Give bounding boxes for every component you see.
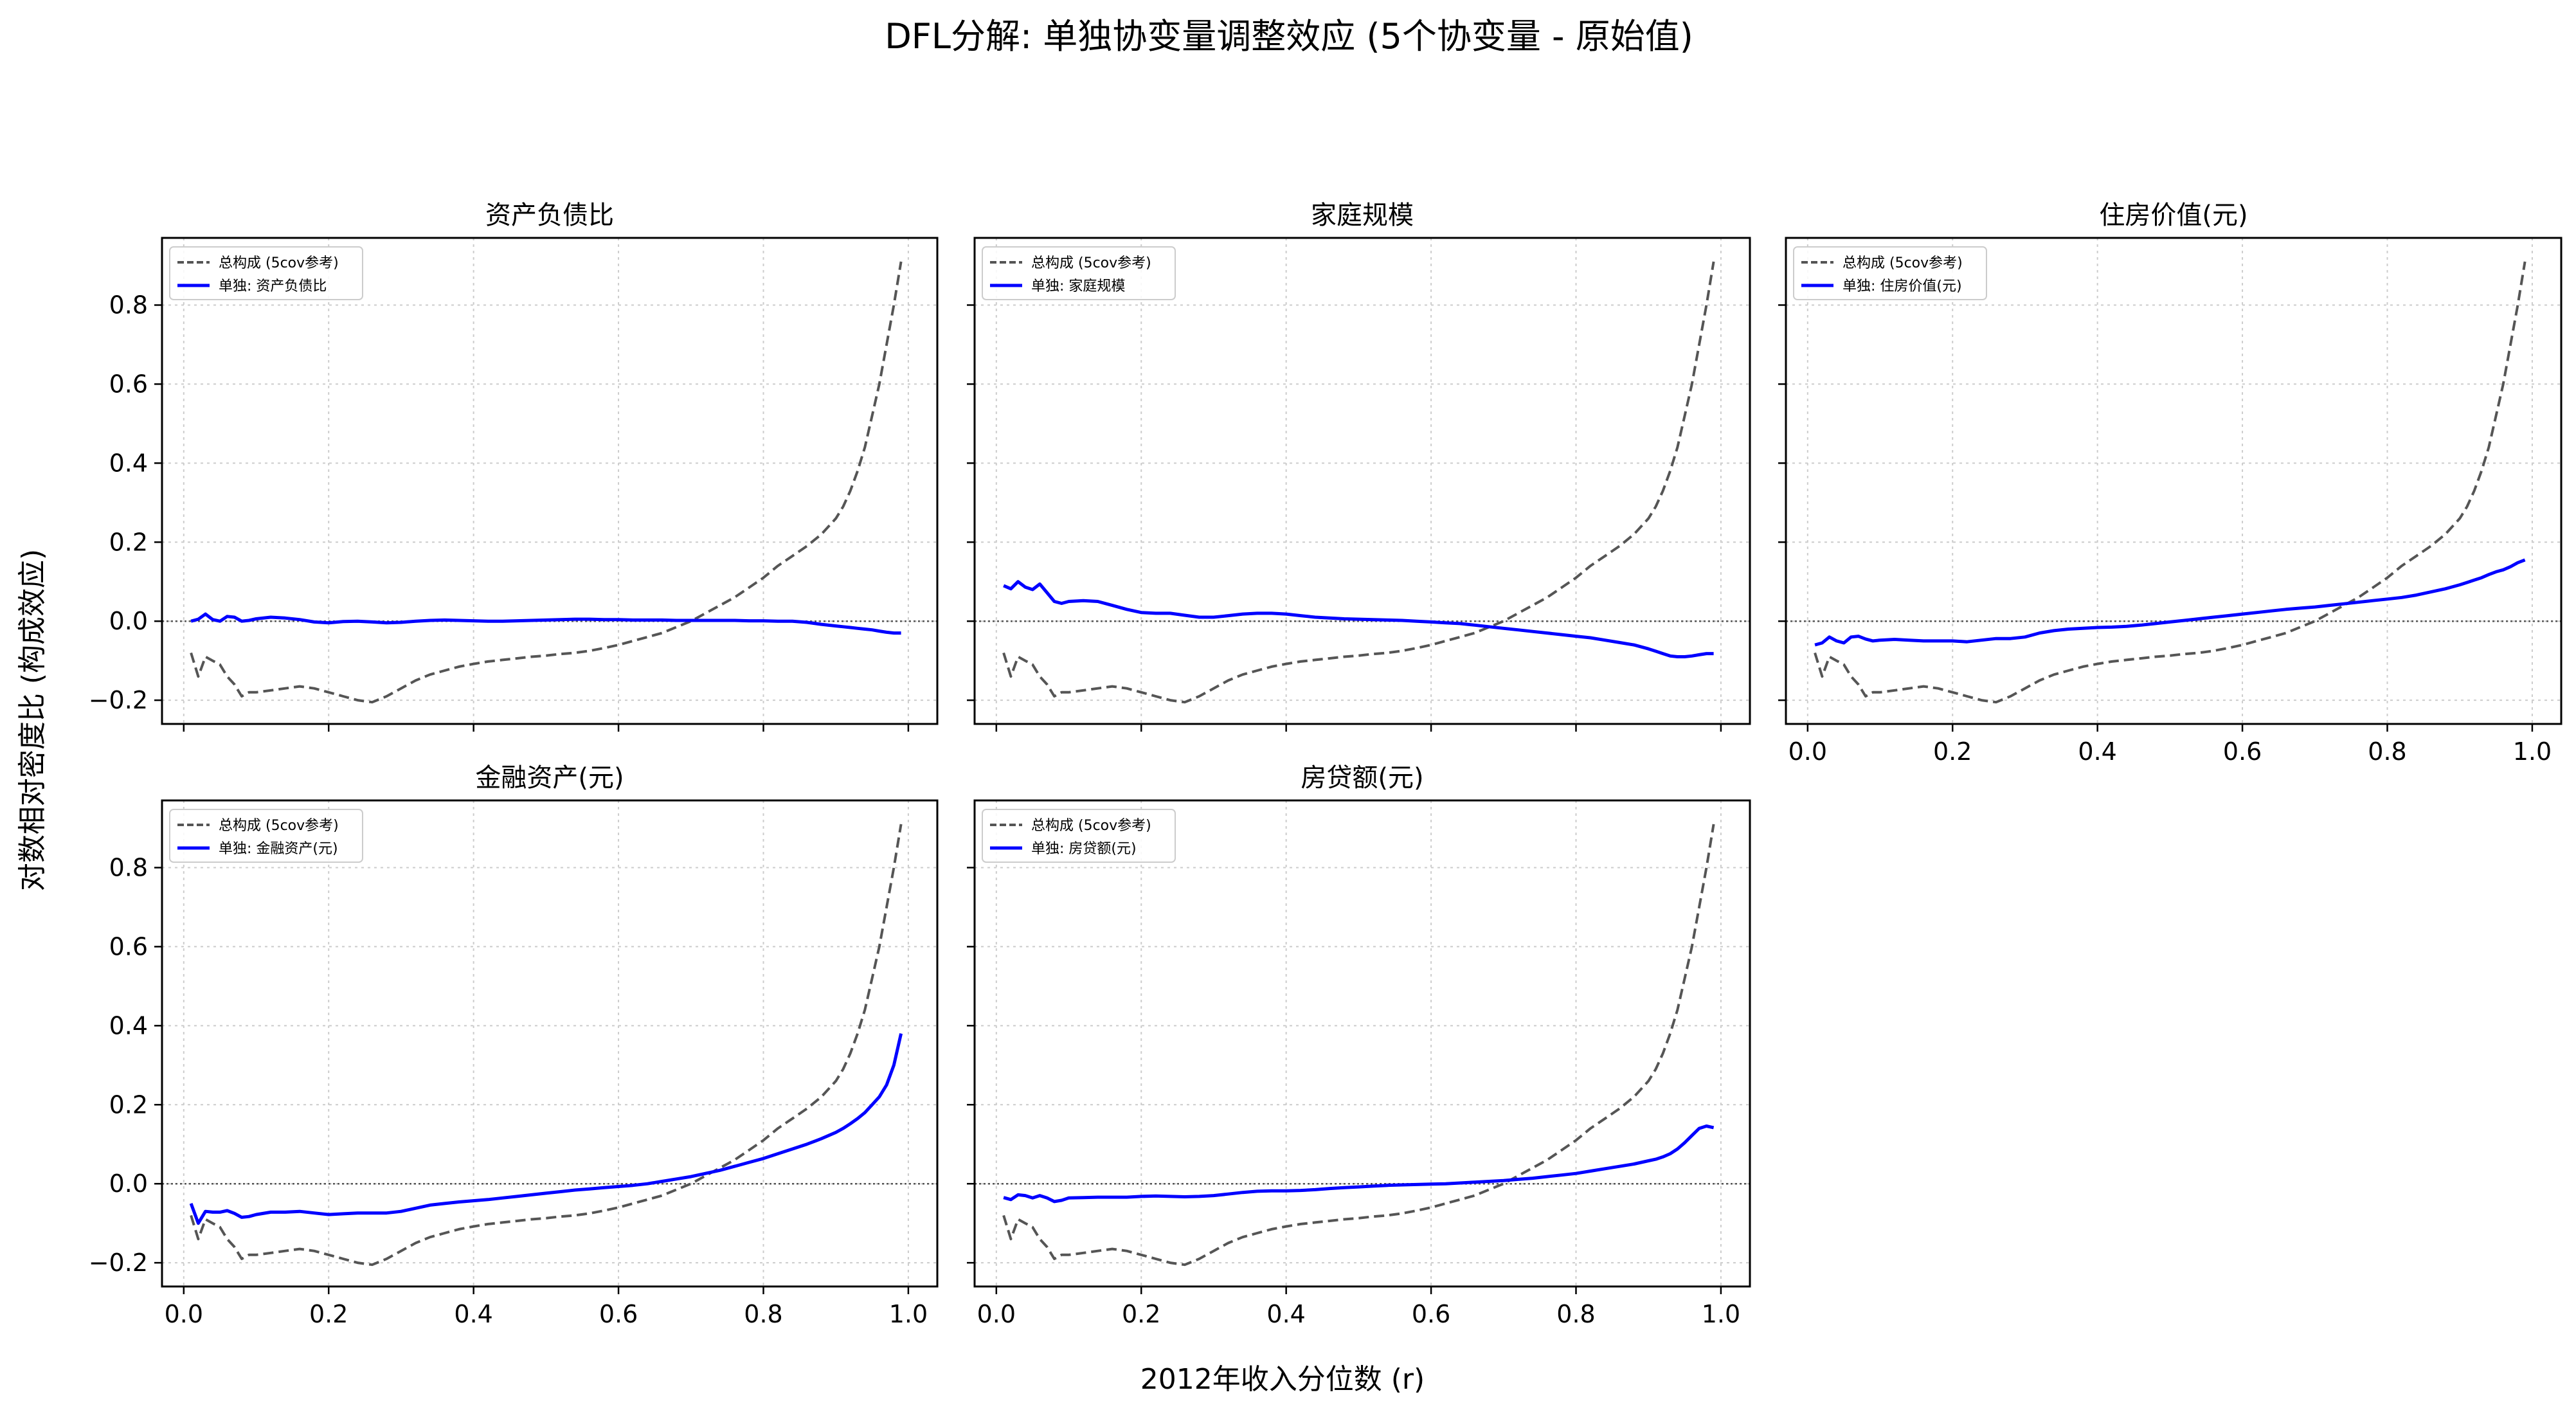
legend-box xyxy=(169,246,363,300)
x-tick-label: 0.8 xyxy=(744,1300,782,1328)
subplot-title: 住房价值(元) xyxy=(2099,201,2247,230)
y-tick-label: 0.8 xyxy=(109,853,148,881)
y-tick-label: 0.0 xyxy=(109,607,148,635)
x-tick-label: 0.0 xyxy=(1788,737,1827,766)
x-tick-label: 0.8 xyxy=(2368,737,2406,766)
legend: 总构成 (5cov参考) 单独: 家庭规模 xyxy=(982,246,1176,300)
reference-total-line xyxy=(1814,261,2526,704)
axes-frame xyxy=(973,799,1751,1288)
legend-entry: 单独: 房贷额(元) xyxy=(1031,841,1137,857)
legend-entry: 单独: 金融资产(元) xyxy=(219,841,338,857)
figure-title: DFL分解: 单独协变量调整效应 (5个协变量 - 原始值) xyxy=(885,16,1693,57)
x-tick-label: 0.6 xyxy=(2223,737,2262,766)
figure-xlabel: 2012年收入分位数 (r) xyxy=(1140,1363,1425,1396)
legend-entry: 总构成 (5cov参考) xyxy=(1031,255,1151,271)
axes-frame xyxy=(973,237,1751,725)
y-tick-label: 0.4 xyxy=(109,449,148,477)
x-tick-label: 0.8 xyxy=(1556,1300,1595,1328)
x-tick-label: 1.0 xyxy=(1702,1300,1740,1328)
figure-ylabel: 对数相对密度比 (构成效应) xyxy=(16,549,49,891)
legend-entry: 总构成 (5cov参考) xyxy=(219,255,339,271)
reference-total-line xyxy=(190,824,903,1267)
reference-total-line xyxy=(190,261,903,704)
single-covariate-line xyxy=(1003,580,1714,658)
x-tick-label: 0.6 xyxy=(1412,1300,1450,1328)
legend-entry: 单独: 住房价值(元) xyxy=(1842,278,1962,294)
x-tick-label: 0.4 xyxy=(2078,737,2116,766)
x-tick-label: 1.0 xyxy=(2513,737,2552,766)
y-tick-label: 0.2 xyxy=(109,1090,148,1119)
legend-entry: 总构成 (5cov参考) xyxy=(1842,255,1963,271)
single-covariate-line xyxy=(189,1033,903,1225)
legend-entry: 总构成 (5cov参考) xyxy=(1031,818,1151,834)
x-tick-label: 1.0 xyxy=(889,1300,928,1328)
y-tick-label: 0.4 xyxy=(109,1011,148,1040)
reference-total-line xyxy=(1002,824,1715,1267)
x-tick-label: 0.0 xyxy=(977,1300,1016,1328)
single-covariate-line xyxy=(1003,1124,1715,1204)
subplot-5: 0.0 0.2 0.4 0.6 0.8 1.0 房贷额(元) 总构成 (5cov参考) 单独: … xyxy=(967,763,1751,1328)
axes-frame xyxy=(1785,237,2562,725)
y-tick-label: 0.0 xyxy=(109,1169,148,1198)
axes-frame xyxy=(161,799,939,1288)
subplot-title: 家庭规模 xyxy=(1311,201,1414,230)
x-tick-label: 0.4 xyxy=(454,1300,492,1328)
x-tick-label: 0.2 xyxy=(1933,737,1972,766)
y-tick-label: 0.6 xyxy=(109,370,148,398)
subplot-title: 房贷额(元) xyxy=(1301,763,1423,793)
legend: 总构成 (5cov参考) 单独: 住房价值(元) xyxy=(1793,246,1987,300)
legend-box xyxy=(982,809,1176,863)
axes-frame xyxy=(161,237,939,725)
legend-box xyxy=(169,809,363,863)
legend-entry: 单独: 资产负债比 xyxy=(219,278,327,294)
legend: 总构成 (5cov参考) 单独: 金融资产(元) xyxy=(169,809,363,863)
legend: 总构成 (5cov参考) 单独: 资产负债比 xyxy=(169,246,363,300)
single-covariate-line xyxy=(190,612,901,635)
x-tick-label: 0.2 xyxy=(1122,1300,1160,1328)
x-tick-label: 0.4 xyxy=(1266,1300,1305,1328)
legend-box xyxy=(982,246,1176,300)
legend-entry: 单独: 家庭规模 xyxy=(1031,278,1125,294)
x-tick-label: 0.6 xyxy=(599,1300,638,1328)
legend-box xyxy=(1793,246,1987,300)
x-tick-label: 0.2 xyxy=(309,1300,348,1328)
y-tick-label: 0.2 xyxy=(109,528,148,556)
reference-total-line xyxy=(1002,261,1715,704)
y-tick-label: −0.2 xyxy=(89,1249,148,1277)
y-tick-label: 0.6 xyxy=(109,932,148,961)
legend-entry: 总构成 (5cov参考) xyxy=(219,818,339,834)
x-tick-label: 0.0 xyxy=(165,1300,203,1328)
single-covariate-line xyxy=(1814,558,2526,647)
legend: 总构成 (5cov参考) 单独: 房贷额(元) xyxy=(982,809,1176,863)
y-tick-label: −0.2 xyxy=(89,686,148,714)
subplot-title: 资产负债比 xyxy=(485,201,614,230)
subplot-title: 金融资产(元) xyxy=(475,763,624,793)
y-tick-label: 0.8 xyxy=(109,291,148,319)
subplot-3: 0.0 0.2 0.4 0.6 0.8 1.0 住房价值(元) 总构成 (5cov参考) 单独:… xyxy=(1778,201,2562,766)
subplot-4: 0.0 0.2 0.4 0.6 0.8 1.0 −0.2 0.0 0.2 0.4 0.6 0.8 金融资… xyxy=(89,763,939,1328)
